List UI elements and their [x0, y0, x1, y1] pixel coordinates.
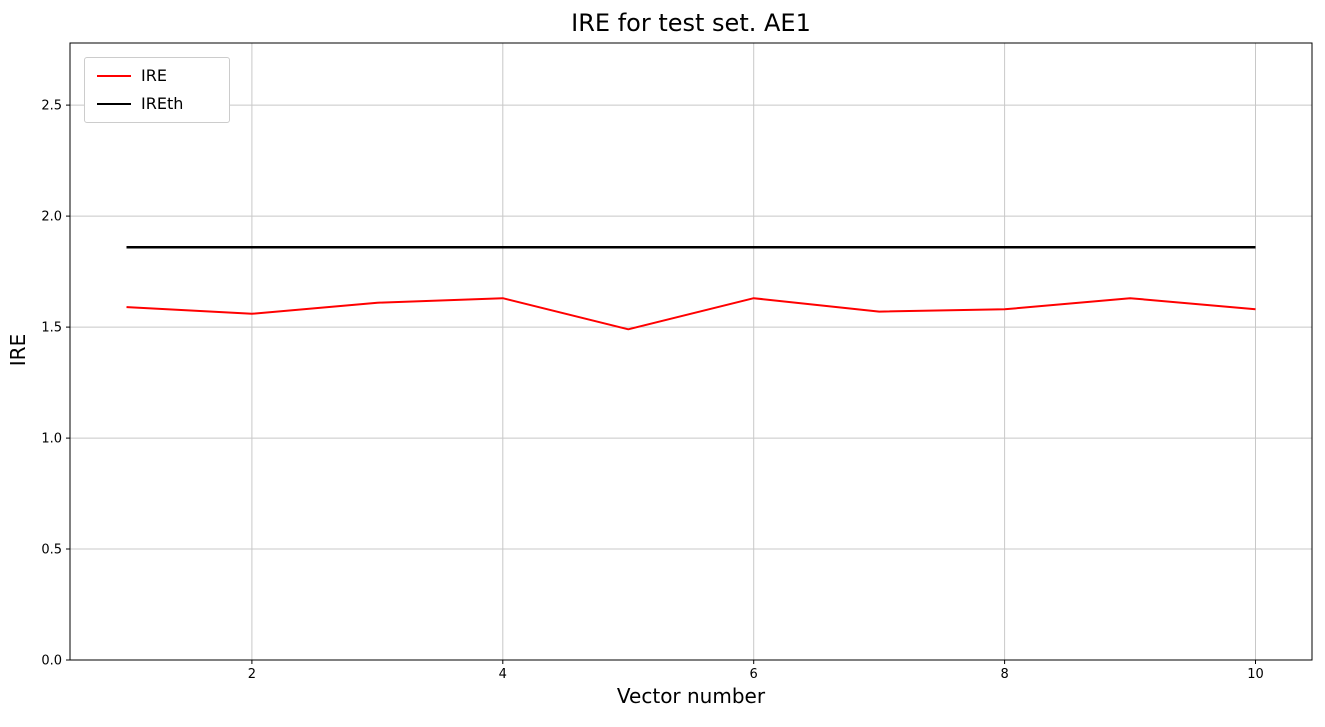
svg-text:2.0: 2.0 — [41, 210, 62, 225]
svg-text:10: 10 — [1247, 667, 1264, 682]
legend-item-ireth: IREth — [97, 96, 215, 112]
svg-text:0.0: 0.0 — [41, 654, 62, 669]
legend-line-sample-ireth — [97, 102, 131, 106]
svg-text:2: 2 — [248, 667, 256, 682]
svg-text:8: 8 — [1000, 667, 1008, 682]
chart-title: IRE for test set. AE1 — [571, 9, 811, 37]
legend-label-ireth: IREth — [141, 94, 184, 113]
legend: IRE IREth — [84, 57, 230, 123]
legend-label-ire: IRE — [141, 66, 167, 85]
svg-text:6: 6 — [750, 667, 758, 682]
svg-text:1.0: 1.0 — [41, 432, 62, 447]
svg-text:4: 4 — [499, 667, 507, 682]
svg-text:0.5: 0.5 — [41, 543, 62, 558]
legend-line-sample-ire — [97, 75, 131, 77]
svg-text:2.5: 2.5 — [41, 99, 62, 114]
legend-item-ire: IRE — [97, 68, 215, 84]
y-axis-label: IRE — [6, 333, 31, 367]
svg-text:1.5: 1.5 — [41, 321, 62, 336]
x-axis-label: Vector number — [616, 684, 766, 708]
